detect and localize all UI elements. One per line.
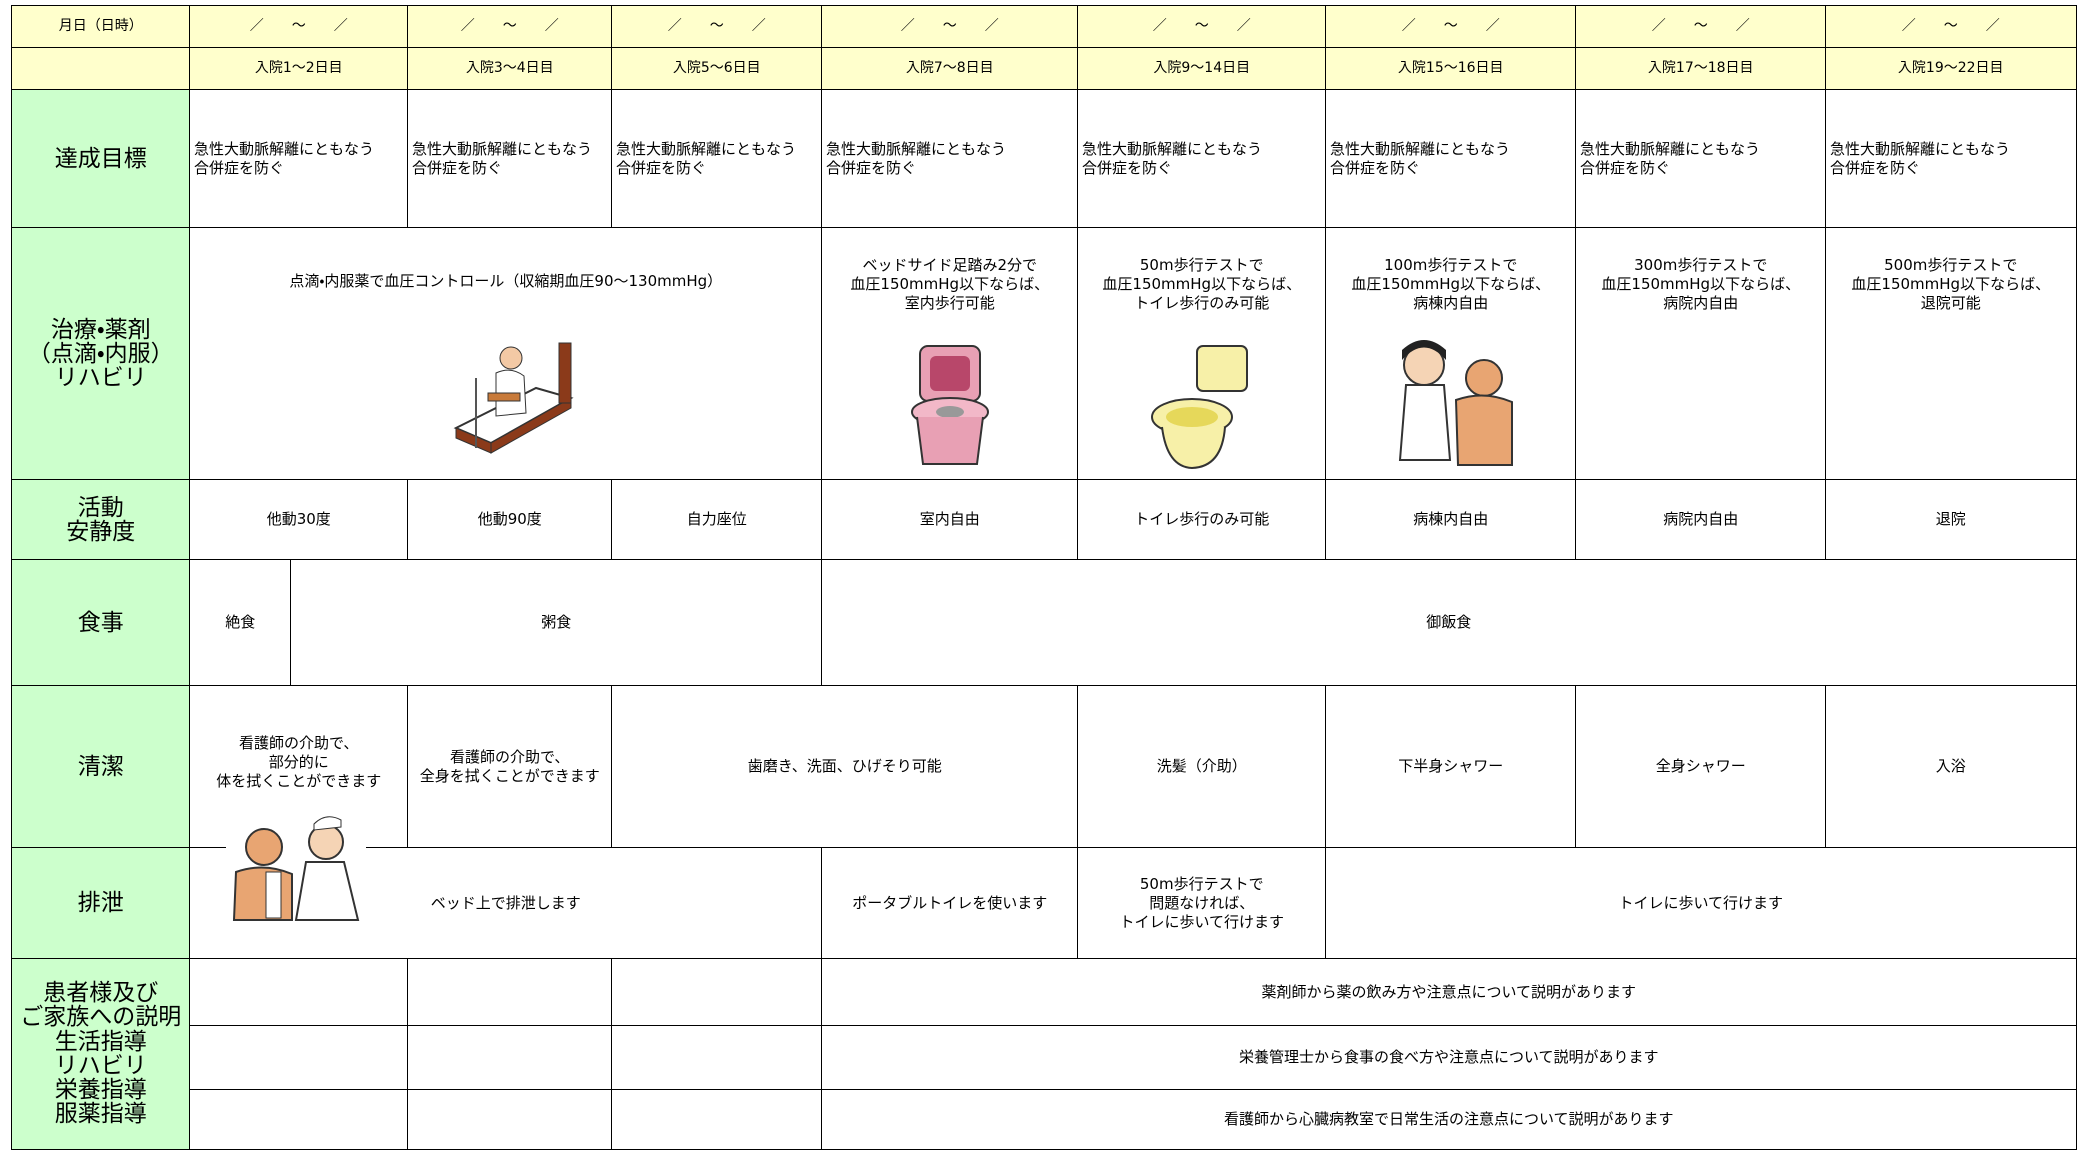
table-cell: ポータブルトイレを使います xyxy=(821,847,1079,960)
table-cell: 入院9～14日目 xyxy=(1077,47,1327,91)
table-cell: 月日（日時） xyxy=(11,5,191,49)
table-cell: 急性大動脈解離にともなう 合併症を防ぐ xyxy=(407,89,613,229)
table-cell xyxy=(189,1089,409,1150)
table-cell: 50m歩行テストで 問題なければ、 トイレに歩いて行けます xyxy=(1077,847,1327,960)
table-cell: 急性大動脈解離にともなう 合併症を防ぐ xyxy=(821,89,1079,229)
table-cell: 入院1～2日目 xyxy=(189,47,409,91)
table-cell: 下半身シャワー xyxy=(1325,685,1577,849)
bed-illustration xyxy=(453,342,574,454)
table-cell: 清潔 xyxy=(11,685,191,849)
table-cell: トイレ歩行のみ可能 xyxy=(1077,479,1327,561)
table-cell: 治療・薬剤 （点滴・内服） リハビリ xyxy=(11,227,191,481)
table-cell: ／ ～ ／ xyxy=(189,5,409,49)
table-cell: 病棟内自由 xyxy=(1325,479,1577,561)
table-cell: 活動 安静度 xyxy=(11,479,191,561)
table-cell: 絶食 xyxy=(189,559,292,687)
table-cell xyxy=(611,958,823,1027)
table-cell: 入院15～16日目 xyxy=(1325,47,1577,91)
table-cell: 急性大動脈解離にともなう 合併症を防ぐ xyxy=(1575,89,1827,229)
table-cell: 入院7～8日目 xyxy=(821,47,1079,91)
table-cell: 500m歩行テストで 血圧150mmHg以下ならば、 退院可能 xyxy=(1825,227,2077,481)
table-cell: ／ ～ ／ xyxy=(611,5,823,49)
table-cell: 看護師の介助で、 全身を拭くことができます xyxy=(407,685,613,849)
table-cell: 歯磨き、洗面、ひげそり可能 xyxy=(611,685,1079,849)
table-cell: ／ ～ ／ xyxy=(1575,5,1827,49)
table-cell: 100m歩行テストで 血圧150mmHg以下ならば、 病棟内自由 xyxy=(1325,227,1577,481)
table-cell: 他動90度 xyxy=(407,479,613,561)
table-cell xyxy=(611,1089,823,1150)
table-cell: 入浴 xyxy=(1825,685,2077,849)
table-cell: ／ ～ ／ xyxy=(1077,5,1327,49)
table-cell: 患者様及び ご家族への説明 生活指導 リハビリ 栄養指導 服薬指導 xyxy=(11,958,191,1150)
table-cell: ／ ～ ／ xyxy=(407,5,613,49)
table-cell: 自力座位 xyxy=(611,479,823,561)
table-cell: 達成目標 xyxy=(11,89,191,229)
table-cell: 退院 xyxy=(1825,479,2077,561)
table-cell: 御飯食 xyxy=(821,559,2077,687)
table-cell xyxy=(189,958,409,1027)
table-cell: 急性大動脈解離にともなう 合併症を防ぐ xyxy=(1325,89,1577,229)
table-cell: 急性大動脈解離にともなう 合併症を防ぐ xyxy=(1825,89,2077,229)
table-cell: ／ ～ ／ xyxy=(821,5,1079,49)
table-cell: 300m歩行テストで 血圧150mmHg以下ならば、 病院内自由 xyxy=(1575,227,1827,481)
table-cell: 食事 xyxy=(11,559,191,687)
table-cell: ／ ～ ／ xyxy=(1325,5,1577,49)
table-cell xyxy=(611,1025,823,1091)
table-cell: 入院5～6日目 xyxy=(611,47,823,91)
nurse-patient-illustration xyxy=(1398,340,1513,466)
table-cell xyxy=(11,47,191,91)
table-cell: ／ ～ ／ xyxy=(1825,5,2077,49)
table-cell: 急性大動脈解離にともなう 合併症を防ぐ xyxy=(189,89,409,229)
table-cell: トイレに歩いて行けます xyxy=(1325,847,2077,960)
table-cell: 病院内自由 xyxy=(1575,479,1827,561)
table-cell: 全身シャワー xyxy=(1575,685,1827,849)
table-cell: 他動30度 xyxy=(189,479,409,561)
table-cell: 薬剤師から薬の飲み方や注意点について説明があります xyxy=(821,958,2077,1027)
nurse-patient-illustration xyxy=(226,812,366,922)
table-cell: 看護師から心臓病教室で日常生活の注意点について説明があります xyxy=(821,1089,2077,1150)
table-cell: 入院3～4日目 xyxy=(407,47,613,91)
portable-toilet-illustration xyxy=(911,345,989,465)
table-cell xyxy=(407,1025,613,1091)
table-cell: 入院19～22日目 xyxy=(1825,47,2077,91)
table-cell xyxy=(189,1025,409,1091)
table-cell: 急性大動脈解離にともなう 合併症を防ぐ xyxy=(611,89,823,229)
table-cell xyxy=(407,958,613,1027)
table-cell: 急性大動脈解離にともなう 合併症を防ぐ xyxy=(1077,89,1327,229)
table-cell: 入院17～18日目 xyxy=(1575,47,1827,91)
table-cell xyxy=(407,1089,613,1150)
table-cell: 洗髪（介助） xyxy=(1077,685,1327,849)
table-cell: 排泄 xyxy=(11,847,191,960)
table-cell: 栄養管理士から食事の食べ方や注意点について説明があります xyxy=(821,1025,2077,1091)
table-cell: 室内自由 xyxy=(821,479,1079,561)
table-cell: 粥食 xyxy=(290,559,823,687)
toilet-illustration xyxy=(1151,345,1248,470)
